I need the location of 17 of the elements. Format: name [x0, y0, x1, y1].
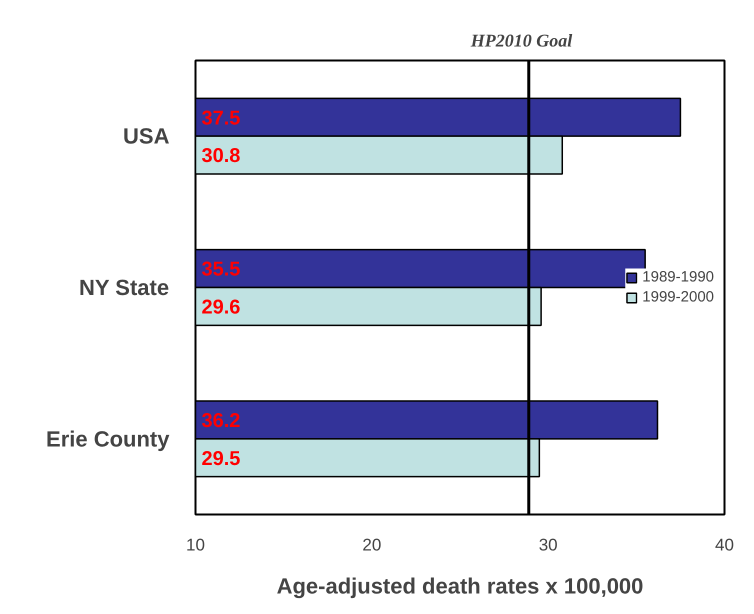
x-tick-label: 20	[362, 536, 382, 554]
legend-label: 1999-2000	[642, 288, 714, 306]
y-tick-label: USA	[123, 124, 170, 149]
data-label: 37.5	[202, 107, 240, 130]
x-tick-label: 10	[186, 536, 205, 554]
x-tick-label: 40	[715, 536, 734, 554]
y-tick-label: Erie County	[46, 426, 170, 452]
data-label: 29.6	[202, 296, 240, 318]
data-label: 35.5	[202, 258, 240, 281]
ref-line-label: HP2010 Goal	[470, 30, 572, 50]
x-tick-label: 30	[538, 536, 558, 554]
legend-label: 1989-1990	[642, 268, 714, 286]
y-tick-label: NY State	[79, 275, 170, 300]
data-label: 36.2	[202, 410, 240, 432]
x-axis-title: Age-adjusted death rates x 100,000	[276, 574, 644, 598]
data-label: 30.8	[202, 145, 240, 168]
data-label: 29.5	[202, 448, 240, 470]
